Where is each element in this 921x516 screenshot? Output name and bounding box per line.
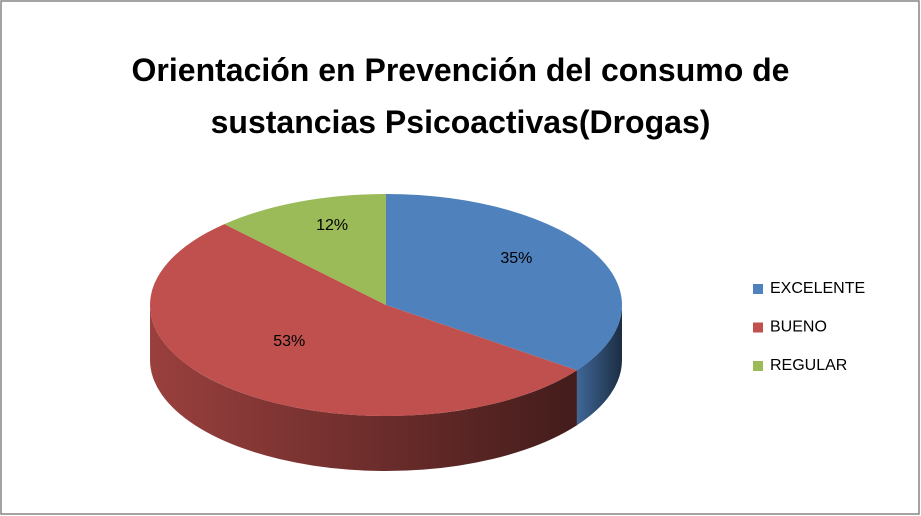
data-label: 35% (500, 250, 532, 267)
data-label: 53% (273, 333, 305, 350)
pie-slice (386, 194, 622, 371)
legend-label: BUENO (770, 319, 827, 336)
legend-swatch (753, 322, 763, 333)
chart-title: Orientación en Prevención del consumo de… (131, 52, 790, 140)
pie-wall (576, 305, 622, 426)
legend-label: EXCELENTE (770, 280, 865, 297)
data-label: 12% (316, 217, 348, 234)
legend-swatch (753, 361, 763, 371)
pie-wall (150, 305, 577, 472)
legend-swatch (753, 284, 763, 294)
pie-slice (224, 194, 386, 305)
legend-label: REGULAR (770, 357, 847, 374)
pie-slice (150, 224, 577, 416)
